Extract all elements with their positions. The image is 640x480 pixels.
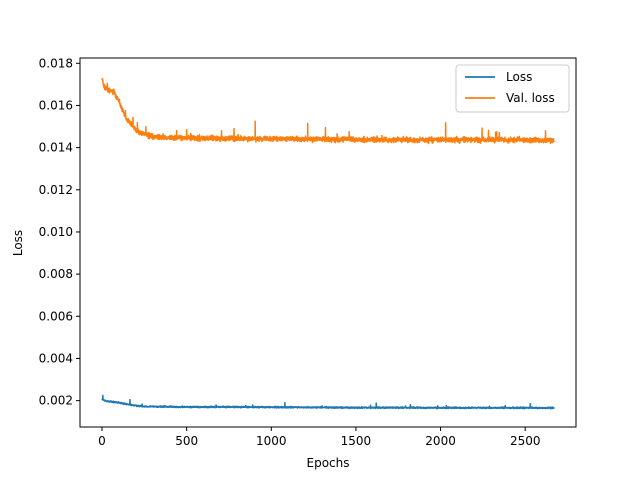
axes-frame [79,57,577,428]
x-axis-label: Epochs [307,456,350,470]
x-tick-label: 1000 [256,434,287,448]
y-axis-ticks: 0.002 0.004 0.006 0.008 0.010 0.012 0.014 0.016… [39,56,80,408]
x-tick-label: 0 [98,434,106,448]
series-line-loss [101,394,555,410]
legend: Loss Val. loss [455,64,570,113]
y-tick-label: 0.008 [39,267,73,281]
y-tick-label: 0.018 [39,56,73,70]
y-tick-label: 0.010 [39,225,73,239]
legend-label-loss: Loss [506,70,532,84]
legend-label-val-loss: Val. loss [506,91,555,105]
plot-area [79,57,577,428]
x-tick-label: 2500 [510,434,541,448]
x-tick-label: 500 [175,434,198,448]
y-tick-label: 0.006 [39,309,73,323]
series-line-val-loss [101,78,555,145]
x-tick-label: 2000 [425,434,456,448]
x-tick-label: 1500 [341,434,372,448]
y-tick-label: 0.016 [39,98,73,112]
series-layer [101,78,555,410]
y-axis-label: Loss [11,230,25,256]
y-tick-label: 0.014 [39,141,73,155]
y-tick-label: 0.002 [39,394,73,408]
y-tick-label: 0.004 [39,351,73,365]
y-tick-label: 0.012 [39,183,73,197]
x-axis-ticks: 0 500 1000 1500 2000 2500 [98,427,540,448]
